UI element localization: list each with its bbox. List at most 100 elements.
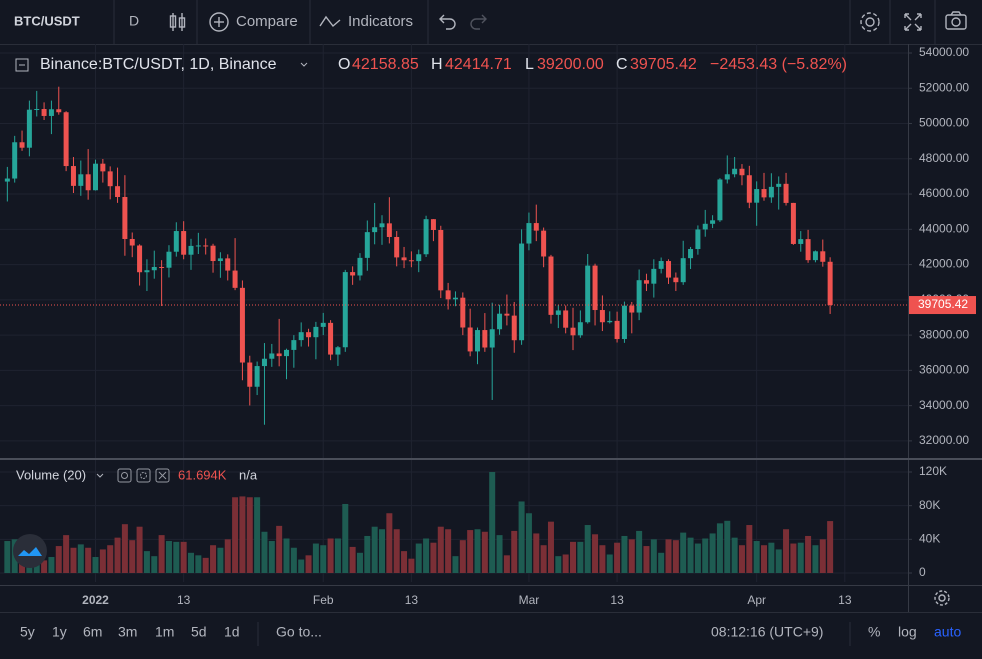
range-button[interactable]: 1m: [155, 624, 174, 640]
y-tick-label: 44000.00: [919, 221, 969, 235]
volume-bar: [790, 543, 797, 573]
y-tick-label: 50000.00: [919, 116, 969, 130]
title-chevron: [300, 62, 308, 67]
volume-icons[interactable]: [117, 468, 170, 483]
chart-style-icon[interactable]: [169, 13, 186, 31]
candle-body: [585, 265, 591, 323]
low-letter: L: [525, 56, 534, 73]
range-button[interactable]: 1y: [52, 624, 67, 640]
change: −2453.43 (−5.82%): [710, 56, 847, 73]
x-tick-label: 13: [838, 593, 852, 607]
goto-button[interactable]: Go to...: [276, 624, 322, 640]
x-tick-label: Apr: [747, 593, 766, 607]
volume-bar: [547, 521, 554, 574]
indicators-icon[interactable]: [319, 15, 341, 28]
volume-bar: [474, 529, 481, 573]
volume-bar: [386, 513, 393, 574]
open-value: 42158.85: [352, 56, 419, 73]
volume-bar: [195, 555, 202, 573]
candle-body: [284, 349, 290, 357]
interval[interactable]: D: [129, 13, 139, 29]
volume-bar: [202, 557, 209, 573]
candle-body: [717, 179, 723, 221]
range-buttons: 5y 1y 6m 3m 1m 5d 1d: [20, 624, 240, 640]
low-value: 39200.00: [537, 56, 604, 73]
volume-bar: [437, 526, 444, 573]
candle-body: [761, 189, 767, 198]
volume-bar: [731, 537, 738, 573]
volume-bar: [70, 547, 77, 573]
high-value: 42414.71: [445, 56, 512, 73]
candle-body: [732, 168, 738, 175]
volume-bar: [643, 546, 650, 573]
volume-bar: [562, 554, 569, 573]
last-price-badge: [909, 296, 976, 315]
compare-button[interactable]: Compare: [236, 13, 298, 30]
redo-icon[interactable]: [470, 14, 487, 30]
range-button[interactable]: 5d: [191, 624, 207, 640]
candle-body: [195, 245, 201, 247]
snapshot-icon[interactable]: [945, 11, 967, 30]
candle-body: [629, 305, 635, 313]
volume-bar: [489, 471, 496, 574]
x-tick-label: 13: [177, 593, 191, 607]
candle-body: [85, 174, 91, 191]
candle-body: [379, 223, 385, 228]
candle-body: [12, 142, 18, 179]
collapse-icon[interactable]: [15, 58, 29, 72]
volume-bar: [121, 524, 128, 573]
candle-body: [497, 313, 503, 330]
volume-bar: [261, 531, 268, 574]
volume-title[interactable]: Volume (20): [16, 467, 86, 482]
candle-body: [555, 310, 561, 315]
candle-body: [254, 366, 260, 387]
logo[interactable]: [13, 534, 47, 568]
candle-body: [203, 245, 209, 247]
candle-body: [812, 251, 818, 261]
volume-bar: [180, 541, 187, 574]
candle-body: [643, 280, 649, 284]
range-button[interactable]: 6m: [83, 624, 102, 640]
range-button[interactable]: 5y: [20, 624, 35, 640]
candle-body: [599, 310, 605, 323]
volume-bar: [290, 547, 297, 573]
volume-bar: [356, 552, 363, 574]
volume-bar: [540, 545, 547, 573]
candle-body: [702, 223, 708, 230]
volume-bar: [423, 538, 430, 573]
percent-toggle[interactable]: %: [868, 624, 880, 640]
auto-toggle[interactable]: auto: [934, 624, 961, 640]
candle-body: [489, 329, 495, 348]
range-button[interactable]: 3m: [118, 624, 137, 640]
candle-body: [19, 142, 25, 148]
volume-tick-label: 0: [919, 565, 926, 579]
volume-bar: [268, 541, 275, 574]
undo-icon[interactable]: [439, 14, 456, 30]
axis-settings-icon[interactable]: [934, 590, 950, 606]
candle-body: [445, 290, 451, 300]
indicators-button[interactable]: Indicators: [348, 13, 413, 30]
chart-title[interactable]: Binance:BTC/USDT, 1D, Binance: [40, 56, 277, 73]
candle-body: [768, 186, 774, 198]
candle-body: [225, 258, 231, 271]
volume-bar: [672, 540, 679, 574]
volume-bar: [371, 526, 378, 573]
log-toggle[interactable]: log: [898, 624, 917, 640]
volume-bar: [555, 556, 562, 573]
close-letter: C: [616, 56, 628, 73]
volume-bar: [702, 538, 709, 573]
candle-body: [137, 245, 143, 273]
candle-body: [328, 322, 334, 355]
candle-body: [438, 230, 444, 291]
settings-icon[interactable]: [860, 12, 880, 32]
y-tick-label: 36000.00: [919, 363, 969, 377]
symbol[interactable]: BTC/USDT: [14, 13, 80, 28]
volume-bar: [753, 541, 760, 574]
fullscreen-icon[interactable]: [904, 13, 922, 31]
range-button[interactable]: 1d: [224, 624, 240, 640]
volume-bar: [775, 549, 782, 574]
x-tick-label: 13: [610, 593, 624, 607]
y-tick-label: 46000.00: [919, 186, 969, 200]
volume-bar: [658, 552, 665, 574]
compare-icon[interactable]: [209, 12, 229, 32]
